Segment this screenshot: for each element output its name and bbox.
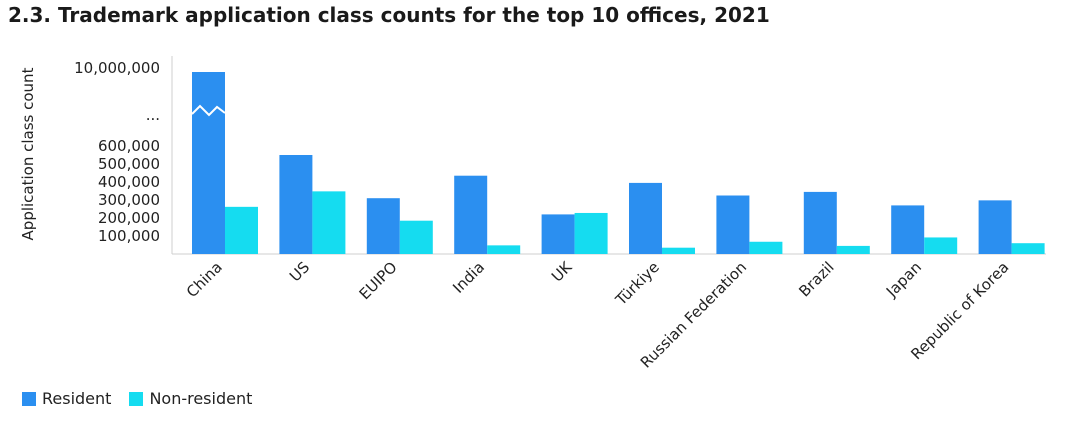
y-tick-label: 10,000,000 bbox=[74, 59, 160, 77]
axis-break-mark bbox=[191, 104, 226, 117]
y-tick-label: 400,000 bbox=[98, 173, 160, 191]
legend-item-non-resident[interactable]: Non-resident bbox=[129, 389, 252, 408]
legend-label-resident: Resident bbox=[42, 389, 112, 408]
y-tick-label: 300,000 bbox=[98, 191, 160, 209]
legend-swatch-resident bbox=[22, 391, 36, 406]
bar-non-resident-japan bbox=[924, 237, 958, 254]
bar-non-resident-russian-federation bbox=[749, 241, 783, 254]
bar-non-resident-t-rkiye bbox=[662, 247, 695, 254]
legend-swatch-non-resident bbox=[129, 391, 144, 406]
bar-non-resident-brazil bbox=[836, 245, 870, 254]
x-tick-label: Türkiye bbox=[611, 258, 662, 309]
bar-non-resident-india bbox=[487, 245, 521, 254]
bar-non-resident-uk bbox=[574, 212, 608, 254]
x-tick-label: UK bbox=[548, 257, 576, 285]
y-tick-label: 500,000 bbox=[98, 155, 160, 173]
bar-resident-brazil bbox=[803, 191, 837, 254]
bar-resident-uk bbox=[541, 214, 575, 254]
y-tick-label: ... bbox=[146, 106, 160, 124]
bar-resident-us bbox=[279, 155, 313, 254]
bar-resident-china bbox=[192, 72, 225, 254]
bar-resident-republic-of-korea bbox=[978, 200, 1012, 254]
x-tick-label: Republic of Korea bbox=[907, 258, 1012, 363]
bar-resident-india bbox=[454, 175, 488, 254]
y-ticks: 100,000200,000300,000400,000500,000600,0… bbox=[74, 59, 160, 245]
bar-non-resident-china bbox=[225, 206, 258, 254]
bar-non-resident-euipo bbox=[399, 220, 433, 254]
y-tick-label: 100,000 bbox=[98, 227, 160, 245]
x-tick-label: EUIPO bbox=[356, 258, 401, 303]
bars bbox=[191, 72, 1045, 254]
legend: Resident Non-resident bbox=[22, 389, 270, 408]
bar-resident-t-rkiye bbox=[629, 182, 662, 254]
legend-item-resident[interactable]: Resident bbox=[22, 389, 111, 408]
bar-non-resident-us bbox=[312, 191, 346, 254]
x-tick-label: Japan bbox=[882, 258, 925, 301]
chart-title: 2.3. Trademark application class counts … bbox=[8, 3, 770, 27]
y-tick-label: 600,000 bbox=[98, 137, 160, 155]
y-axis-label: Application class count bbox=[19, 67, 37, 240]
x-tick-label: Brazil bbox=[795, 258, 837, 300]
x-tick-label: China bbox=[183, 258, 226, 301]
x-tick-label: US bbox=[286, 258, 313, 285]
x-tick-label: India bbox=[449, 258, 488, 297]
bar-resident-russian-federation bbox=[716, 195, 750, 254]
bar-resident-euipo bbox=[366, 198, 400, 254]
legend-label-non-resident: Non-resident bbox=[149, 389, 253, 408]
y-tick-label: 200,000 bbox=[98, 209, 160, 227]
bar-resident-japan bbox=[891, 205, 925, 254]
bar-non-resident-republic-of-korea bbox=[1011, 243, 1045, 254]
